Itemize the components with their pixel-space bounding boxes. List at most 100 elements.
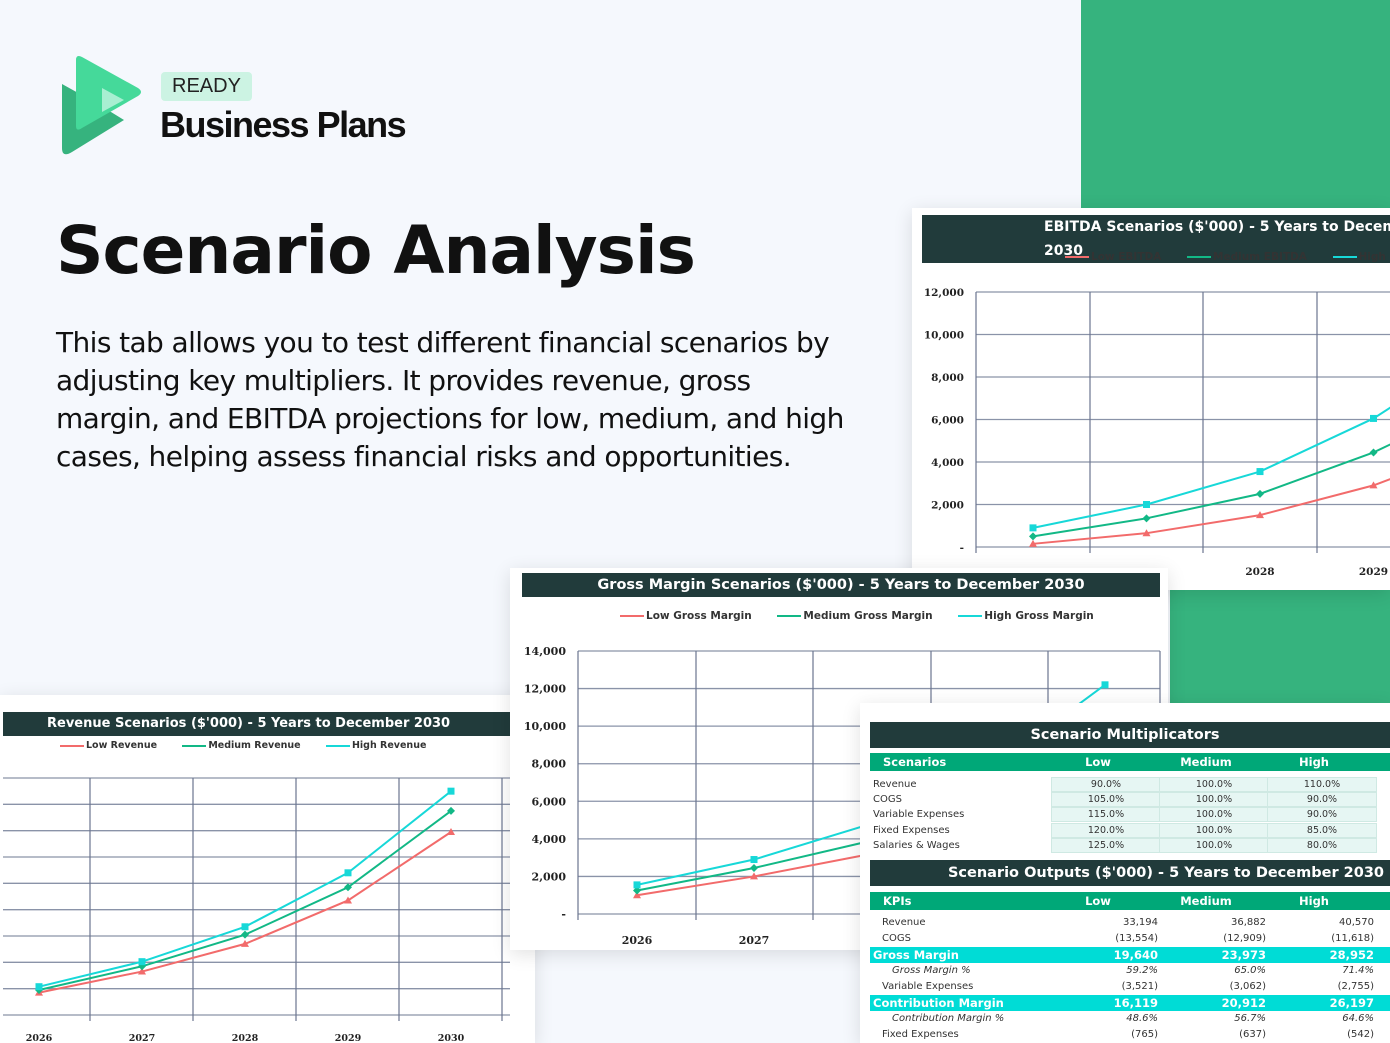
data-point: [447, 827, 455, 835]
x-tick-label: 2027: [739, 934, 770, 947]
data-point: [35, 983, 43, 991]
row-label: Gross Margin: [873, 948, 959, 962]
data-point: [241, 930, 249, 939]
data-point: [1029, 532, 1037, 541]
ebitda-chart-card: EBITDA Scenarios ($'000) - 5 Years to De…: [912, 208, 1390, 590]
data-point: [138, 958, 146, 966]
table-row: COGS (13,554) (12,909) (11,618): [870, 931, 1390, 947]
cell-low: (765): [1131, 1029, 1158, 1040]
y-tick-label: 6,000: [532, 795, 567, 808]
y-tick-label: 4,000: [532, 833, 567, 846]
series-line-medium: [38, 810, 452, 991]
cell-medium: 65.0%: [1234, 965, 1266, 976]
x-tick-label: 2028: [1245, 566, 1274, 578]
y-tick-label: 14,000: [524, 645, 566, 658]
header-kpis: KPIs: [883, 894, 912, 908]
y-tick-label: 12,000: [924, 287, 964, 299]
cell-low: (3,521): [1121, 981, 1158, 992]
page-title: Scenario Analysis: [56, 212, 696, 289]
x-tick-label: 2028: [232, 1033, 259, 1043]
chart-title: Gross Margin Scenarios ($'000) - 5 Years…: [522, 573, 1160, 597]
decorative-green-block-top: [1081, 0, 1390, 208]
cell-low: 33,194: [1123, 917, 1158, 928]
legend-medium: Medium Gross Margin: [803, 610, 933, 622]
scenario-table-card: Scenario Multiplicators Scenarios Low Me…: [860, 703, 1390, 1043]
data-point: [344, 869, 352, 877]
x-tick-label: 2029: [335, 1033, 362, 1043]
cell-high: 71.4%: [1342, 965, 1374, 976]
table-row: Revenue 33,194 36,882 40,570: [870, 915, 1390, 931]
data-point: [1101, 681, 1109, 689]
x-tick-label: 2027: [129, 1033, 155, 1043]
y-tick-label: 10,000: [524, 720, 566, 733]
row-label: Fixed Expenses: [873, 824, 950, 836]
header-scenarios: Scenarios: [883, 755, 947, 769]
cell-high: 80.0%: [1267, 837, 1377, 853]
logo-play-icon: [62, 56, 141, 155]
table-row: Salaries & Wages 125.0% 100.0% 80.0%: [870, 837, 1390, 854]
row-label: Revenue: [873, 779, 917, 790]
legend-low: Low Gross Margin: [646, 610, 752, 622]
x-tick-label: 2026: [622, 934, 653, 947]
header-high: High: [1299, 894, 1329, 908]
series-line-high: [38, 790, 452, 988]
legend-high: High EBITDA: [1358, 251, 1390, 263]
data-point: [1029, 539, 1037, 547]
data-point: [447, 787, 455, 795]
header-medium: Medium: [1180, 755, 1232, 769]
cell-high: 26,197: [1329, 996, 1374, 1010]
multiplicators-title: Scenario Multiplicators: [870, 722, 1390, 748]
row-label: COGS: [882, 933, 911, 944]
header-low: Low: [1085, 894, 1111, 908]
data-point: [633, 891, 641, 899]
ebitda-chart: - 2,000 4,000 6,000 8,000 10,000 12,000 2028 202…: [924, 287, 1390, 578]
cell-high: (11,618): [1331, 933, 1374, 944]
data-point: [633, 886, 641, 895]
row-label: COGS: [873, 794, 902, 806]
cell-high: 40,570: [1339, 917, 1374, 928]
revenue-chart-card: Revenue Scenarios ($'000) - 5 Years to D…: [0, 695, 535, 1043]
legend-high: High Gross Margin: [984, 610, 1094, 622]
cell-medium: (637): [1239, 1029, 1266, 1040]
data-point: [447, 806, 455, 815]
legend-low: Low EBITDA: [1091, 251, 1162, 263]
chart-legend: Low Gross Margin Medium Gross Margin Hig…: [620, 610, 1116, 622]
y-tick-label: -: [960, 542, 964, 554]
header-low: Low: [1085, 755, 1111, 769]
cell-medium: (3,062): [1229, 981, 1266, 992]
y-tick-label: 2,000: [931, 500, 964, 512]
cell-medium: 100.0%: [1159, 807, 1269, 823]
data-point: [633, 881, 641, 889]
row-label: Salaries & Wages: [873, 839, 960, 851]
table-row: Fixed Expenses 120.0% 100.0% 85.0%: [870, 822, 1390, 839]
cell-low: 125.0%: [1051, 837, 1161, 853]
x-tick-label: 2029: [1359, 566, 1388, 578]
data-point: [138, 967, 146, 975]
cell-low: 120.0%: [1051, 822, 1161, 838]
cell-low: 19,640: [1113, 948, 1158, 962]
cell-medium: 100.0%: [1159, 792, 1269, 808]
cell-medium: 100.0%: [1159, 837, 1269, 853]
data-point: [344, 883, 352, 892]
y-tick-label: 6,000: [931, 415, 964, 427]
data-point: [1029, 524, 1037, 532]
brand-name: Business Plans: [160, 104, 407, 145]
cell-high: (542): [1347, 1029, 1374, 1040]
chart-legend: Low EBITDA Medium EBITDA High EBITDA: [1065, 251, 1390, 263]
data-point: [1369, 481, 1378, 489]
table-row: Gross Margin 19,640 23,973 28,952: [870, 947, 1390, 963]
revenue-chart: 2026 2027 2028 2029 2030: [3, 777, 510, 1043]
cell-high: (2,755): [1337, 981, 1374, 992]
cell-low: 115.0%: [1051, 807, 1161, 823]
brand-logo: [58, 54, 144, 158]
table-row: Contribution Margin % 48.6% 56.7% 64.6%: [870, 1011, 1390, 1027]
cell-medium: 100.0%: [1159, 777, 1269, 792]
y-tick-label: 2,000: [532, 870, 567, 883]
cell-low: 105.0%: [1051, 792, 1161, 808]
brand-badge: READY: [161, 72, 252, 101]
row-label: Contribution Margin %: [892, 1013, 1005, 1024]
row-label: Contribution Margin: [873, 996, 1004, 1010]
data-point: [1369, 448, 1378, 457]
x-tick-label: 2030: [438, 1033, 465, 1043]
data-point: [1370, 414, 1377, 422]
